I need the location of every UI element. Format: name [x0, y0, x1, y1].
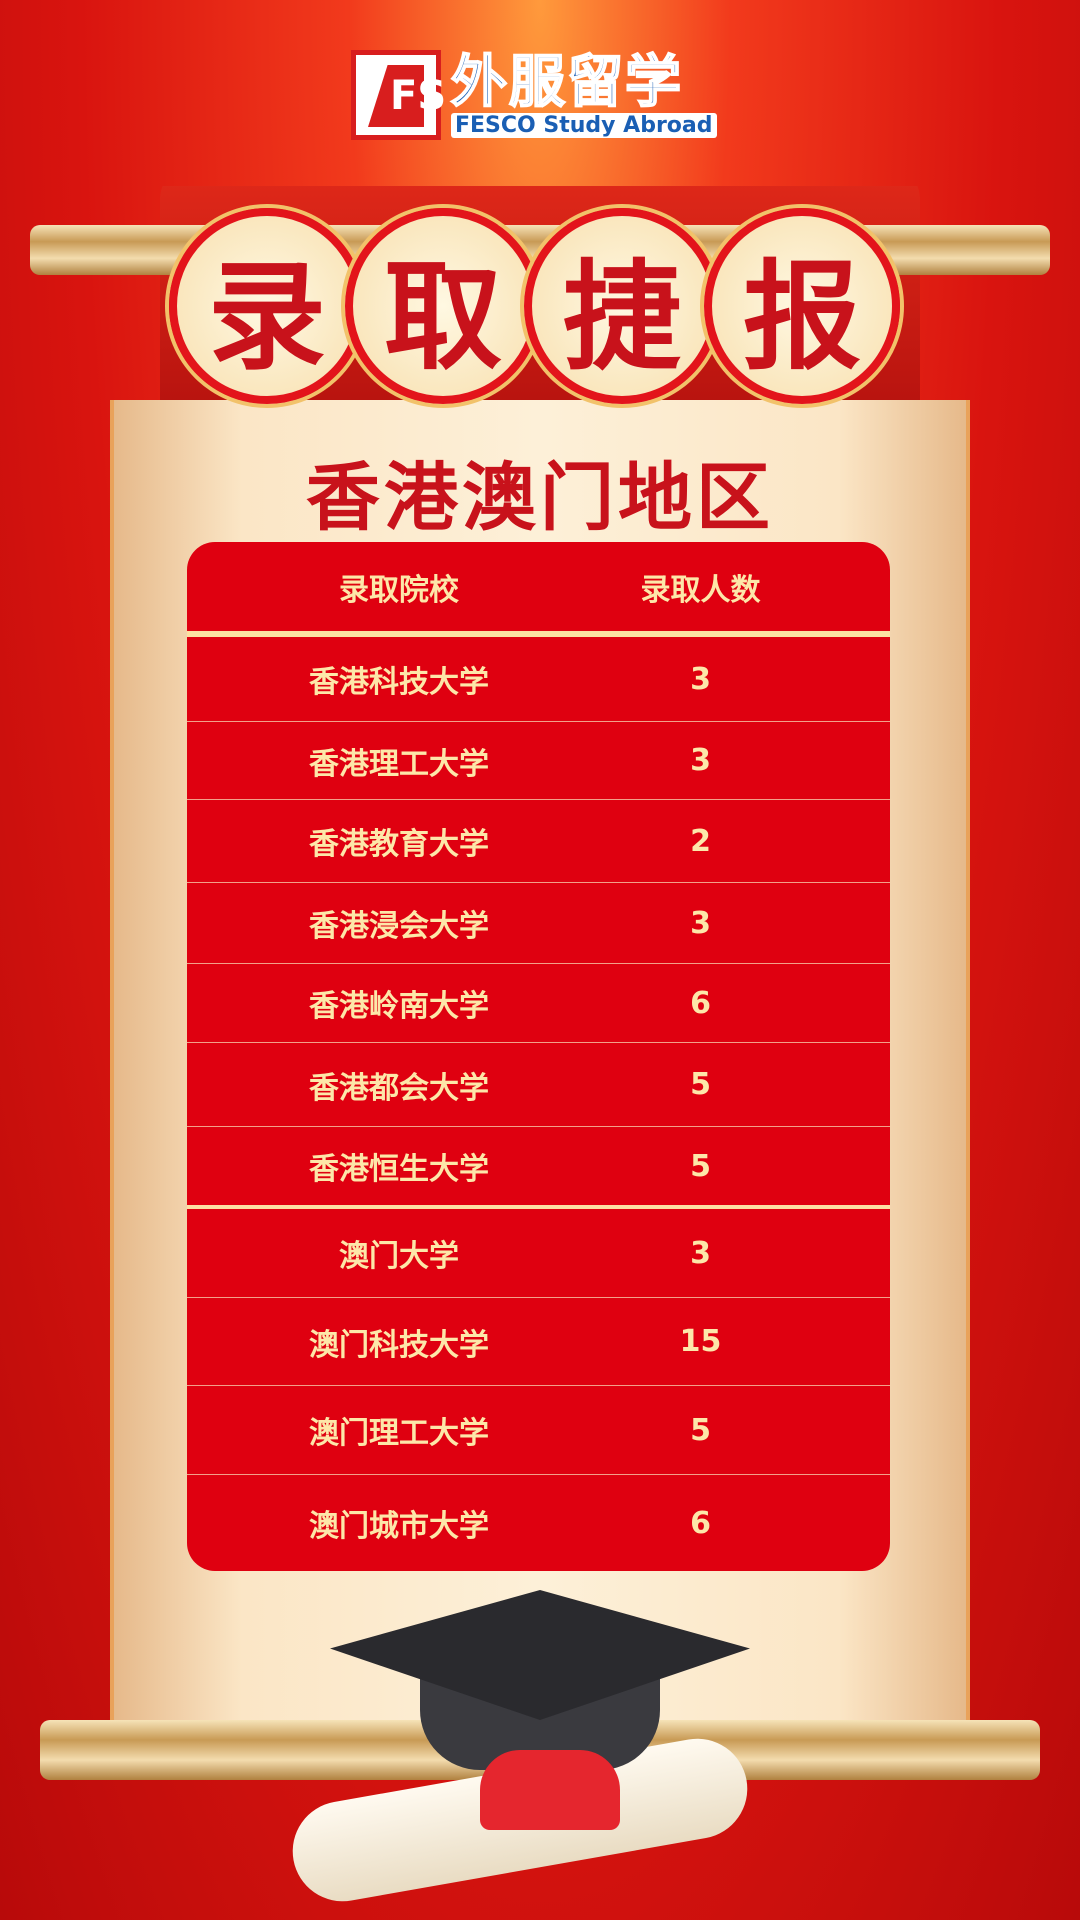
table-row: 香港都会大学 5 — [187, 1043, 890, 1127]
logo-mark: FS — [351, 50, 446, 140]
admit-count: 5 — [690, 1067, 711, 1102]
admit-count: 6 — [690, 985, 711, 1021]
school-name: 澳门大学 — [339, 1239, 459, 1274]
table-row: 香港恒生大学 5 — [187, 1127, 890, 1209]
admit-count: 3 — [690, 661, 711, 697]
table-row: 香港教育大学 2 — [187, 800, 890, 883]
admit-count: 5 — [690, 1412, 711, 1448]
table-row: 香港岭南大学 6 — [187, 964, 890, 1043]
admit-count: 2 — [690, 823, 711, 859]
admit-count: 3 — [690, 1235, 711, 1271]
table-row: 澳门大学 3 — [187, 1209, 890, 1298]
admit-count: 6 — [690, 1505, 711, 1541]
admit-count: 15 — [679, 1324, 722, 1359]
table-row: 澳门城市大学 6 — [187, 1475, 890, 1571]
admit-count: 5 — [690, 1148, 711, 1184]
fesco-logo: FS 外服留学 FESCO Study Abroad — [351, 49, 731, 141]
title-char-2: 取 — [345, 208, 541, 404]
title-char-1: 录 — [169, 208, 365, 404]
header-school: 录取院校 — [339, 572, 459, 608]
school-name: 香港教育大学 — [309, 827, 489, 862]
school-name: 香港岭南大学 — [309, 989, 489, 1024]
table-row: 香港浸会大学 3 — [187, 883, 890, 964]
title-char-3: 捷 — [524, 208, 720, 404]
table-row: 香港科技大学 3 — [187, 637, 890, 722]
school-name: 香港科技大学 — [309, 665, 489, 700]
table-row: 澳门理工大学 5 — [187, 1386, 890, 1475]
table-row: 香港理工大学 3 — [187, 722, 890, 800]
admit-count: 3 — [690, 905, 711, 941]
table-header: 录取院校 录取人数 — [187, 542, 890, 637]
school-name: 澳门科技大学 — [309, 1327, 489, 1363]
school-name: 香港理工大学 — [309, 746, 489, 782]
bow-icon — [480, 1750, 620, 1830]
logo-en-text: FESCO Study Abroad — [451, 112, 717, 138]
school-name: 香港都会大学 — [309, 1070, 489, 1106]
school-name: 澳门理工大学 — [309, 1416, 489, 1451]
school-name: 澳门城市大学 — [309, 1509, 489, 1544]
admission-table: 录取院校 录取人数 香港科技大学 3 香港理工大学 3 香港教育大学 2 香港浸会大学 3 香港… — [187, 542, 890, 1571]
subtitle: 香港澳门地区 — [306, 455, 774, 541]
header-count: 录取人数 — [640, 572, 761, 608]
school-name: 香港浸会大学 — [309, 909, 489, 944]
title-char-4: 报 — [704, 208, 900, 404]
logo-cn-text: 外服留学 — [450, 49, 683, 115]
school-name: 香港恒生大学 — [309, 1152, 489, 1187]
table-row: 澳门科技大学 15 — [187, 1298, 890, 1386]
admit-count: 3 — [690, 743, 711, 778]
